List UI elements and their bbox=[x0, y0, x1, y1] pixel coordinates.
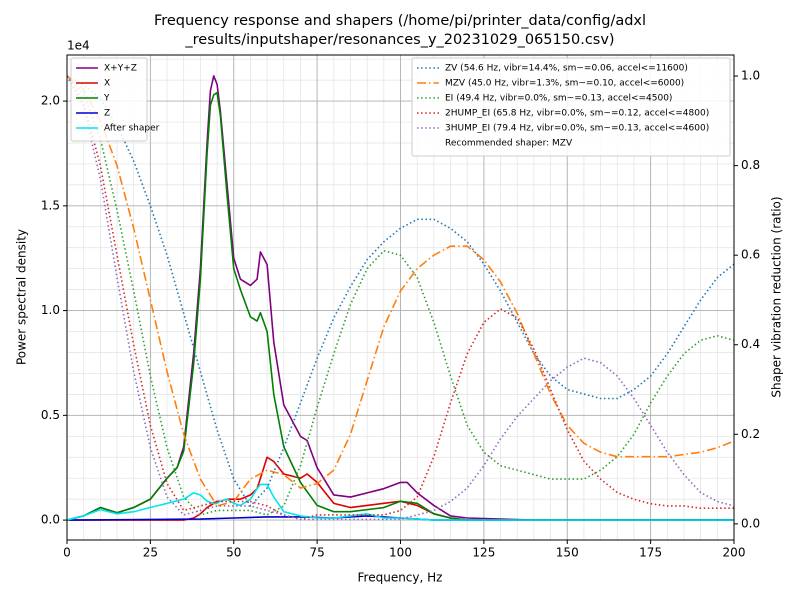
legend-label: EI (49.4 Hz, vibr=0.0%, sm~=0.13, accel<… bbox=[445, 94, 672, 104]
x-tick-label: 50 bbox=[226, 546, 241, 560]
y-tick-label: 0.0 bbox=[41, 513, 60, 527]
y-tick-label: 1.5 bbox=[41, 198, 60, 212]
chart-title: Frequency response and shapers (/home/pi… bbox=[154, 13, 646, 29]
chart-title: _results/inputshaper/resonances_y_202310… bbox=[184, 32, 614, 48]
legend-label: 3HUMP_EI (79.4 Hz, vibr=0.0%, sm~=0.13, … bbox=[445, 124, 709, 134]
legend-label: Z bbox=[104, 109, 110, 119]
y-axis-label: Power spectral density bbox=[15, 229, 29, 365]
legend-box bbox=[70, 57, 148, 142]
y2-tick-label: 0.0 bbox=[741, 516, 760, 530]
x-tick-label: 25 bbox=[143, 546, 158, 560]
legend-label: Y bbox=[103, 94, 110, 104]
x-tick-label: 200 bbox=[723, 546, 746, 560]
x-axis-label: Frequency, Hz bbox=[358, 571, 443, 585]
series-line bbox=[67, 75, 734, 516]
legend-label: X+Y+Z bbox=[104, 64, 137, 74]
series-line bbox=[67, 91, 734, 521]
y2-tick-label: 0.6 bbox=[741, 248, 760, 262]
x-tick-label: 100 bbox=[389, 546, 412, 560]
legend-label: Recommended shaper: MZV bbox=[445, 139, 573, 149]
y-offset: 1e4 bbox=[67, 39, 90, 53]
plot-frame bbox=[66, 54, 735, 541]
plot-lines bbox=[67, 75, 734, 521]
series-line bbox=[67, 483, 734, 521]
x-tick-label: 0 bbox=[63, 546, 71, 560]
y-tick-label: 2.0 bbox=[41, 94, 60, 108]
x-tick-label: 150 bbox=[556, 546, 579, 560]
x-tick-label: 125 bbox=[472, 546, 495, 560]
series-line bbox=[67, 75, 734, 507]
y2-axis-label: Shaper vibration reduction (ratio) bbox=[770, 196, 784, 397]
legend-label: ZV (54.6 Hz, vibr=14.4%, sm~=0.06, accel… bbox=[445, 64, 688, 74]
y2-tick-label: 1.0 bbox=[741, 69, 760, 83]
x-tick-label: 75 bbox=[309, 546, 324, 560]
y2-tick-label: 0.8 bbox=[741, 158, 760, 172]
legend-box bbox=[411, 57, 731, 157]
legend-label: X bbox=[104, 79, 110, 89]
series-line bbox=[67, 75, 734, 507]
legend-label: 2HUMP_EI (65.8 Hz, vibr=0.0%, sm~=0.12, … bbox=[445, 109, 709, 119]
x-tick-label: 175 bbox=[639, 546, 662, 560]
legend-label: MZV (45.0 Hz, vibr=1.3%, sm~=0.10, accel… bbox=[445, 79, 684, 89]
y-tick-label: 1.0 bbox=[41, 303, 60, 317]
y-tick-label: 0.5 bbox=[41, 408, 60, 422]
y2-tick-label: 0.4 bbox=[741, 337, 760, 351]
legend-label: After shaper bbox=[104, 124, 160, 134]
y2-tick-label: 0.2 bbox=[741, 427, 760, 441]
